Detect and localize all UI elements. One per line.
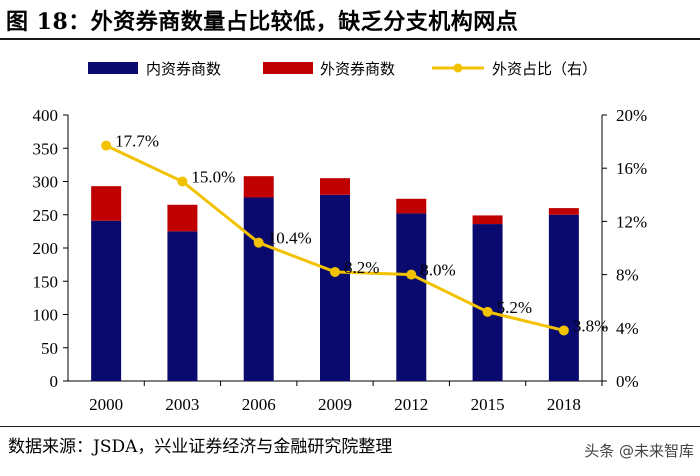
ratio-data-label: 17.7% [115,132,159,151]
ratio-data-label: 8.0% [420,261,455,280]
bar-domestic [396,213,427,381]
y-tick-label-left: 100 [33,306,59,325]
y-tick-label-right: 0% [616,372,639,391]
bar-domestic [548,214,579,381]
y-tick-label-left: 150 [33,272,59,291]
bar-domestic [91,220,122,381]
ratio-point [253,237,264,248]
y-tick-label-right: 12% [616,212,647,231]
ratio-data-label: 15.0% [191,168,235,187]
ratio-point [406,269,417,280]
y-tick-label-right: 8% [616,266,639,285]
y-tick-label-left: 250 [33,206,59,225]
x-tick-label: 2003 [165,395,199,414]
bar-foreign [548,208,579,215]
ratio-point [558,325,569,336]
bar-foreign [243,176,274,198]
title-bar: 图 18：外资券商数量占比较低，缺乏分支机构网点 [0,0,700,40]
ratio-data-label: 10.4% [268,229,312,248]
bar-foreign [320,178,350,195]
y-tick-label-left: 50 [41,339,58,358]
footer-divider [0,426,700,427]
bar-domestic [472,224,503,381]
ratio-point [330,266,340,277]
legend-marker-ratio [453,63,463,73]
y-tick-label-left: 0 [50,372,59,391]
y-tick-label-left: 300 [33,173,59,192]
ratio-point [101,140,112,151]
y-tick-label-right: 16% [616,159,647,178]
chart-area: 内资券商数 外资券商数 外资占比（右） 0 50 100 150 200 250 300 350 40… [33,60,648,414]
watermark: 头条 @未来智库 [584,442,694,460]
source-note: 数据来源：JSDA，兴业证券经济与金融研究院整理 [8,437,393,457]
x-tick-label: 2009 [318,395,352,414]
bar-foreign [91,186,122,221]
bar-foreign [472,215,503,225]
y-tick-label-left: 400 [33,106,59,125]
chart-title: 图 18：外资券商数量占比较低，缺乏分支机构网点 [6,9,519,35]
bar-domestic [243,197,274,381]
y-tick-label-left: 350 [33,139,59,158]
y-tick-label-right: 4% [616,319,639,338]
bar-domestic [320,194,350,381]
legend-label-domestic: 内资券商数 [146,60,221,78]
y-tick-label-left: 200 [33,239,59,258]
bar-foreign [396,198,427,214]
x-tick-label: 2018 [547,395,581,414]
bar-domestic [167,231,198,381]
x-tick-label: 2015 [471,395,505,414]
x-tick-label: 2006 [242,395,276,414]
y-tick-label-right: 20% [616,106,647,125]
ratio-data-label: 8.2% [344,258,379,277]
ratio-data-label: 5.2% [497,298,532,317]
ratio-point [482,306,493,317]
ratio-data-label: 3.8% [573,316,608,335]
legend-label-ratio: 外资占比（右） [492,60,597,78]
x-tick-label: 2000 [89,395,123,414]
ratio-point [177,176,188,187]
bar-foreign [167,204,198,232]
legend-label-foreign: 外资券商数 [320,60,395,78]
legend-swatch-foreign [263,62,313,74]
x-tick-label: 2012 [394,395,428,414]
legend-swatch-domestic [88,62,138,74]
